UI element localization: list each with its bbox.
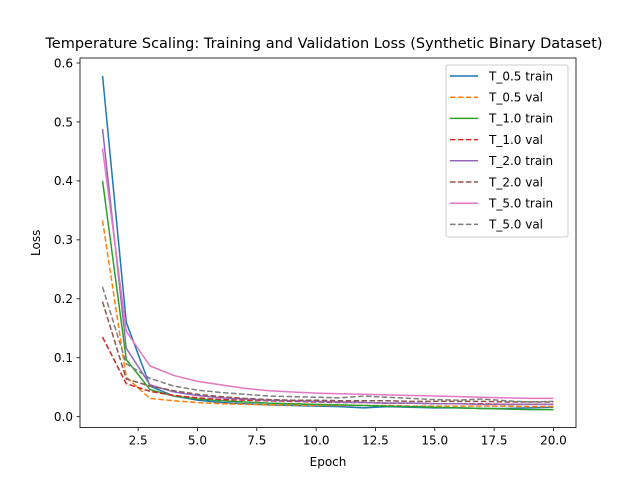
chart-title: Temperature Scaling: Training and Valida…: [44, 36, 602, 52]
legend-label: T_2.0 val: [488, 175, 543, 189]
x-tick-label: 20.0: [540, 434, 567, 448]
series-line-t-2-0-val: [101, 301, 554, 403]
y-tick-label: 0.2: [54, 292, 73, 306]
legend-label: T_2.0 train: [488, 154, 553, 168]
series-layer: [101, 75, 554, 411]
series-line-t-5-0-val: [101, 286, 554, 403]
legend-label: T_0.5 train: [488, 69, 553, 83]
legend: T_0.5 train T_0.5 val T_1.0 train T_1.0 val…: [445, 64, 569, 238]
y-tick-label: 0.4: [54, 174, 73, 188]
legend-label: T_0.5 val: [488, 91, 543, 105]
y-tick-label: 0.3: [54, 233, 73, 247]
y-tick-label: 0.1: [54, 351, 73, 365]
x-tick-label: 5.0: [188, 434, 207, 448]
legend-items: T_0.5 train T_0.5 val T_1.0 train T_1.0 val…: [450, 69, 553, 232]
series-line-t-2-0-train: [101, 128, 554, 406]
x-tick-label: 7.5: [247, 434, 266, 448]
legend-frame: [445, 64, 569, 238]
x-tick-label: 2.5: [129, 434, 148, 448]
y-tick-label: 0.6: [54, 56, 73, 70]
x-tick-label: 12.5: [362, 434, 389, 448]
y-axis-label: Loss: [29, 230, 43, 256]
y-tick-label: 0.5: [54, 115, 73, 129]
legend-label: T_1.0 train: [488, 112, 553, 126]
legend-label: T_5.0 val: [488, 218, 543, 232]
series-line-t-0-5-val: [101, 220, 554, 408]
y-axis: 0.0 0.1 0.2 0.3 0.4 0.5 0.6: [54, 56, 80, 424]
x-tick-label: 15.0: [421, 434, 448, 448]
series-line-t-5-0-train: [101, 148, 554, 400]
axes-frame: [79, 57, 577, 429]
y-tick-label: 0.0: [54, 410, 73, 424]
plot-area: [79, 57, 577, 429]
legend-label: T_1.0 val: [488, 133, 543, 147]
x-tick-label: 10.0: [303, 434, 330, 448]
x-tick-label: 17.5: [481, 434, 508, 448]
x-axis: 2.5 5.0 7.5 10.0 12.5 15.0 17.5 20.0: [129, 427, 567, 448]
legend-label: T_5.0 train: [488, 197, 553, 211]
x-axis-label: Epoch: [310, 455, 347, 469]
